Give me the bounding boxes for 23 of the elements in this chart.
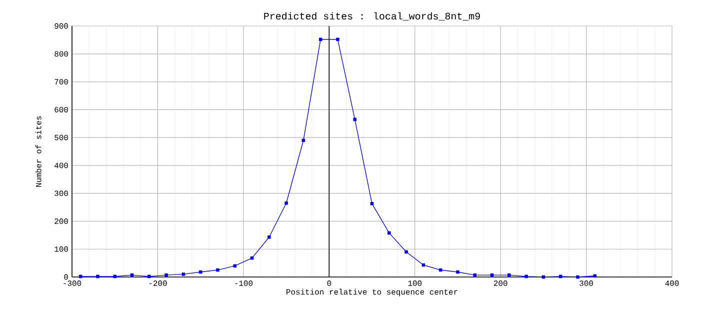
point bbox=[370, 202, 374, 206]
point bbox=[216, 268, 220, 272]
point bbox=[404, 250, 408, 254]
point bbox=[268, 235, 271, 239]
point bbox=[524, 274, 528, 278]
chart-title: Predicted sites : local_words_8nt_m9 bbox=[264, 12, 480, 21]
point bbox=[96, 274, 100, 278]
point bbox=[284, 201, 288, 205]
point bbox=[473, 273, 477, 277]
point bbox=[336, 38, 340, 42]
point bbox=[148, 274, 151, 278]
point bbox=[182, 272, 186, 276]
point bbox=[164, 273, 168, 277]
point bbox=[113, 274, 116, 278]
point bbox=[576, 275, 580, 279]
point bbox=[318, 38, 322, 42]
point bbox=[593, 274, 597, 278]
point bbox=[456, 270, 460, 274]
point bbox=[508, 273, 511, 277]
point bbox=[388, 231, 391, 235]
point bbox=[302, 138, 306, 142]
point bbox=[233, 264, 237, 268]
point bbox=[353, 118, 357, 122]
